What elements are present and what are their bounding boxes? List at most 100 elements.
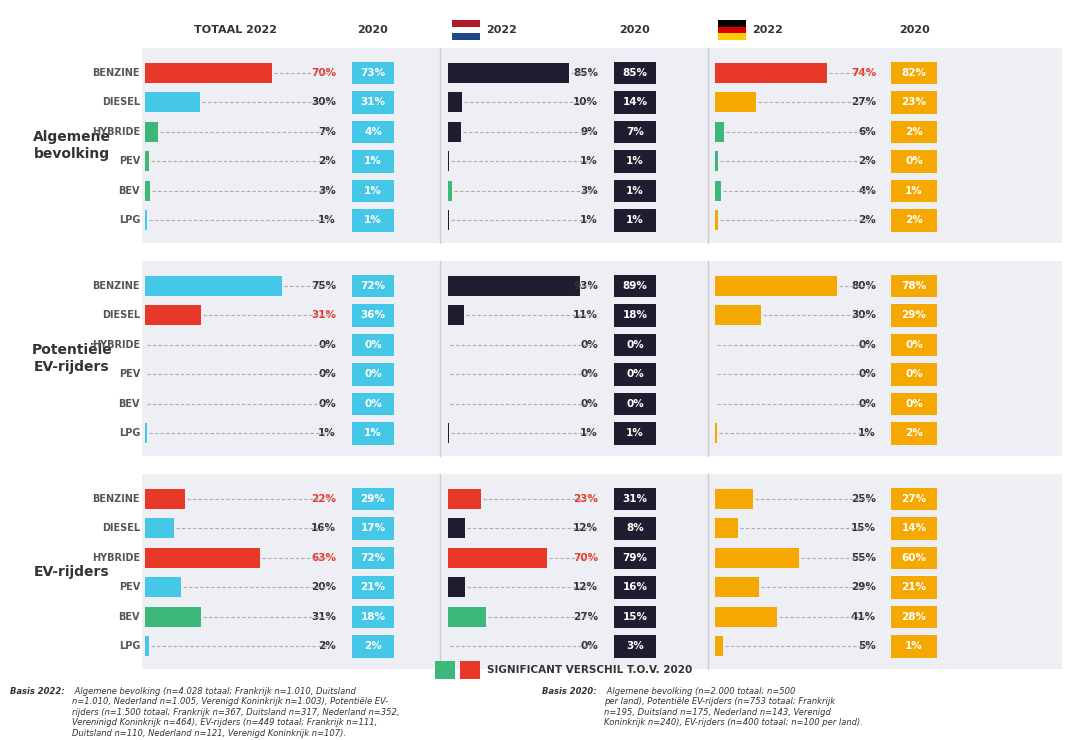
- Text: 27%: 27%: [573, 612, 598, 622]
- Bar: [715, 63, 828, 83]
- Text: 1%: 1%: [318, 428, 336, 438]
- Bar: [352, 150, 394, 172]
- Text: 2022: 2022: [752, 25, 783, 35]
- Text: 25%: 25%: [851, 494, 876, 504]
- Bar: [142, 261, 1062, 456]
- Text: 85%: 85%: [573, 68, 598, 78]
- Text: 21%: 21%: [361, 582, 385, 592]
- Bar: [352, 180, 394, 202]
- Text: 1%: 1%: [858, 428, 876, 438]
- Text: 31%: 31%: [622, 494, 648, 504]
- Text: 27%: 27%: [850, 97, 876, 107]
- Text: 2%: 2%: [905, 127, 923, 137]
- Text: 9%: 9%: [580, 127, 598, 137]
- Text: 0%: 0%: [905, 369, 923, 380]
- Text: 29%: 29%: [361, 494, 385, 504]
- Bar: [352, 304, 394, 326]
- Text: 78%: 78%: [902, 280, 926, 291]
- Bar: [352, 392, 394, 415]
- Bar: [448, 518, 465, 538]
- Text: 1%: 1%: [626, 156, 643, 166]
- Bar: [142, 48, 1062, 243]
- Bar: [614, 363, 656, 386]
- Bar: [448, 488, 480, 509]
- Text: PEV: PEV: [118, 369, 140, 380]
- Bar: [145, 181, 150, 201]
- Bar: [352, 635, 394, 658]
- Text: 21%: 21%: [902, 582, 926, 592]
- Text: 1%: 1%: [580, 156, 598, 166]
- Bar: [352, 547, 394, 569]
- Bar: [614, 422, 656, 445]
- Bar: [891, 422, 937, 445]
- Bar: [614, 334, 656, 356]
- Bar: [891, 547, 937, 569]
- Text: 2022: 2022: [485, 25, 516, 35]
- Bar: [145, 488, 185, 509]
- Text: 10%: 10%: [573, 97, 598, 107]
- Bar: [145, 63, 272, 83]
- Bar: [715, 151, 718, 171]
- Text: 17%: 17%: [361, 523, 385, 534]
- Bar: [891, 209, 937, 232]
- Text: 3%: 3%: [626, 642, 643, 651]
- Text: Algemene
bevolking: Algemene bevolking: [33, 130, 111, 161]
- Text: LPG: LPG: [118, 428, 140, 438]
- Bar: [145, 577, 181, 597]
- Bar: [448, 92, 462, 112]
- Text: 3%: 3%: [318, 186, 336, 196]
- Text: 60%: 60%: [902, 553, 926, 562]
- Text: 7%: 7%: [318, 127, 336, 137]
- Bar: [352, 91, 394, 113]
- Bar: [715, 181, 721, 201]
- Bar: [352, 605, 394, 628]
- Text: 1%: 1%: [318, 215, 336, 225]
- Text: 1%: 1%: [364, 215, 382, 225]
- Bar: [715, 636, 722, 656]
- Bar: [614, 547, 656, 569]
- Bar: [614, 121, 656, 143]
- Bar: [891, 334, 937, 356]
- Bar: [614, 488, 656, 510]
- Bar: [614, 91, 656, 113]
- Text: 93%: 93%: [573, 280, 598, 291]
- Bar: [448, 181, 452, 201]
- Bar: [891, 304, 937, 326]
- Bar: [142, 474, 1062, 669]
- Text: 1%: 1%: [626, 186, 643, 196]
- Text: 0%: 0%: [858, 399, 876, 408]
- Text: 14%: 14%: [622, 97, 648, 107]
- Text: 72%: 72%: [361, 280, 385, 291]
- Bar: [448, 151, 449, 171]
- Bar: [448, 276, 580, 296]
- Bar: [715, 122, 724, 142]
- Bar: [614, 180, 656, 202]
- Text: 2020: 2020: [620, 25, 651, 35]
- Text: 0%: 0%: [626, 340, 643, 350]
- Text: 1%: 1%: [626, 215, 643, 225]
- Text: 0%: 0%: [905, 340, 923, 350]
- Bar: [715, 607, 778, 627]
- Bar: [715, 577, 759, 597]
- Bar: [145, 607, 202, 627]
- Text: 31%: 31%: [361, 97, 385, 107]
- Bar: [715, 423, 717, 443]
- Bar: [145, 636, 148, 656]
- Text: Basis 2022:: Basis 2022:: [10, 687, 65, 696]
- Bar: [435, 661, 455, 679]
- Bar: [614, 275, 656, 297]
- Bar: [145, 423, 147, 443]
- Text: 1%: 1%: [580, 215, 598, 225]
- Bar: [715, 548, 798, 568]
- Bar: [145, 548, 259, 568]
- Bar: [448, 548, 547, 568]
- Text: 3%: 3%: [580, 186, 598, 196]
- Bar: [715, 181, 721, 201]
- Bar: [352, 61, 394, 84]
- Bar: [448, 63, 569, 83]
- Bar: [718, 27, 746, 33]
- Text: PEV: PEV: [118, 156, 140, 166]
- Bar: [352, 334, 394, 356]
- Text: 30%: 30%: [310, 97, 336, 107]
- Text: 0%: 0%: [580, 340, 598, 350]
